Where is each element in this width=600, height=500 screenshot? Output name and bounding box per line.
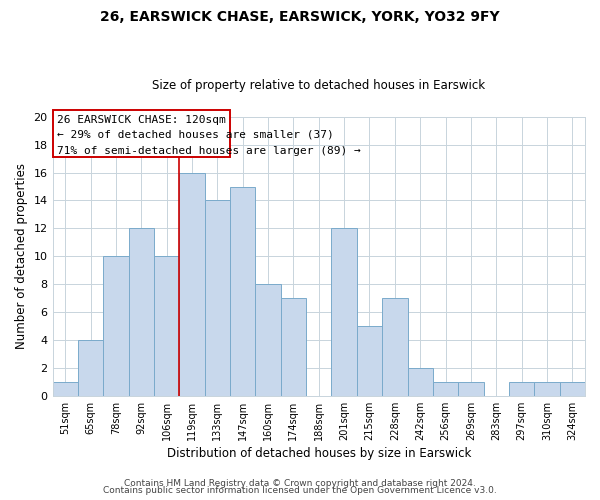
Bar [179,172,205,396]
FancyBboxPatch shape [53,110,230,157]
Title: Size of property relative to detached houses in Earswick: Size of property relative to detached ho… [152,79,485,92]
Text: 26, EARSWICK CHASE, EARSWICK, YORK, YO32 9FY: 26, EARSWICK CHASE, EARSWICK, YORK, YO32… [100,10,500,24]
Bar [382,298,407,396]
Bar [154,256,179,396]
Text: Contains public sector information licensed under the Open Government Licence v3: Contains public sector information licen… [103,486,497,495]
Text: ← 29% of detached houses are smaller (37): ← 29% of detached houses are smaller (37… [57,130,334,140]
Bar [331,228,357,396]
Bar [433,382,458,396]
Bar [560,382,585,396]
Bar [53,382,78,396]
Bar [230,186,256,396]
Bar [128,228,154,396]
Bar [103,256,128,396]
Bar [256,284,281,396]
Text: Contains HM Land Registry data © Crown copyright and database right 2024.: Contains HM Land Registry data © Crown c… [124,478,476,488]
Bar [205,200,230,396]
Bar [281,298,306,396]
Y-axis label: Number of detached properties: Number of detached properties [15,164,28,350]
Bar [357,326,382,396]
Bar [458,382,484,396]
Bar [78,340,103,396]
Text: 26 EARSWICK CHASE: 120sqm: 26 EARSWICK CHASE: 120sqm [57,116,226,126]
Bar [534,382,560,396]
Bar [407,368,433,396]
X-axis label: Distribution of detached houses by size in Earswick: Distribution of detached houses by size … [167,447,471,460]
Text: 71% of semi-detached houses are larger (89) →: 71% of semi-detached houses are larger (… [57,146,361,156]
Bar [509,382,534,396]
